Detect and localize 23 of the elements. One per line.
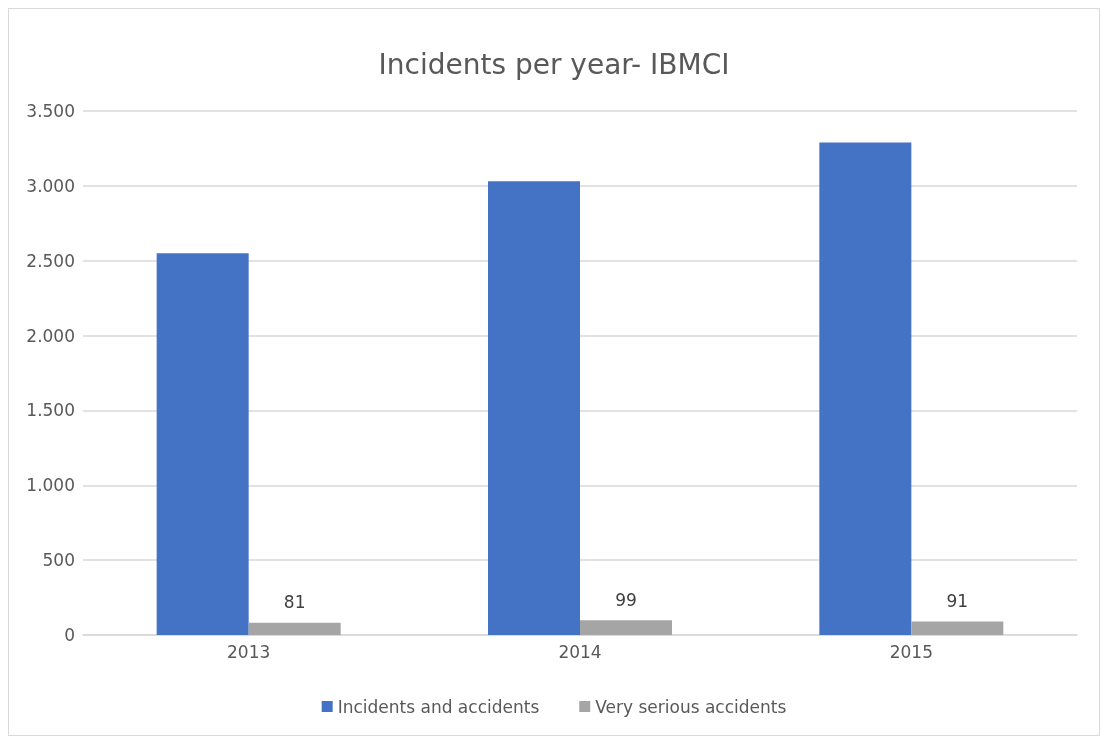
- y-tick-label: 3.000: [26, 175, 75, 196]
- legend-label: Incidents and accidents: [337, 696, 540, 717]
- data-label: 91: [946, 590, 969, 611]
- y-tick-label: 1.000: [26, 475, 75, 496]
- bar: [156, 253, 249, 635]
- bar: [488, 181, 580, 635]
- y-tick-label: 3.500: [26, 101, 75, 121]
- y-tick-label: 2.500: [26, 250, 75, 271]
- y-tick-label: 2.000: [26, 325, 75, 346]
- bar: [911, 621, 1004, 635]
- bar: [248, 622, 341, 635]
- bar: [819, 142, 912, 635]
- y-tick-label: 1.500: [26, 400, 75, 421]
- x-tick-label: 2013: [227, 641, 271, 662]
- chart-title: Incidents per year- IBMCI: [378, 47, 730, 81]
- data-label: 81: [283, 592, 306, 613]
- x-tick-label: 2015: [889, 641, 933, 662]
- y-tick-label: 500: [42, 550, 75, 571]
- y-tick-label: 0: [64, 625, 75, 645]
- data-label: 99: [615, 589, 637, 610]
- legend-label: Very serious accidents: [595, 696, 787, 717]
- bar: [580, 620, 672, 635]
- x-tick-label: 2014: [558, 641, 602, 662]
